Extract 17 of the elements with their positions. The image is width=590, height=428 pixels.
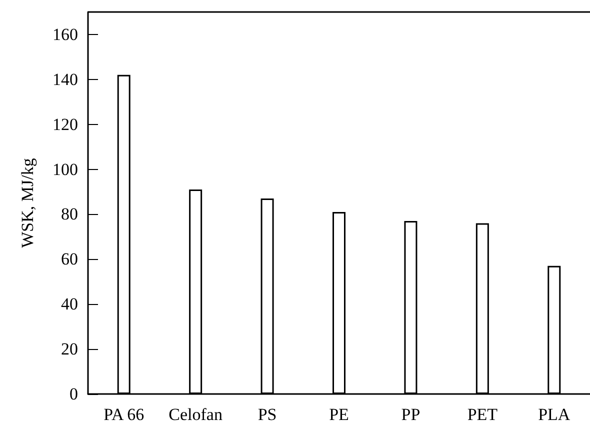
x-tick-label: PE	[329, 405, 349, 424]
x-tick-label: PLA	[538, 405, 571, 424]
x-tick-label: Celofan	[168, 405, 223, 424]
y-axis-title: WSK, MJ/kg	[18, 158, 37, 248]
y-tick-label: 60	[61, 250, 78, 269]
y-tick-label: 140	[52, 70, 78, 89]
x-tick-label: PP	[401, 405, 420, 424]
y-tick-label: 120	[52, 114, 78, 134]
x-tick-label: PA 66	[104, 405, 144, 424]
y-tick-label: 20	[61, 340, 78, 359]
y-tick-label: 160	[52, 24, 78, 44]
y-tick-label: 80	[61, 204, 78, 224]
x-tick-label: PS	[258, 405, 277, 424]
y-tick-label: 100	[52, 160, 78, 179]
x-tick-label: PET	[467, 405, 498, 424]
y-tick-label: 40	[61, 294, 78, 314]
y-tick-label: 0	[70, 384, 78, 404]
